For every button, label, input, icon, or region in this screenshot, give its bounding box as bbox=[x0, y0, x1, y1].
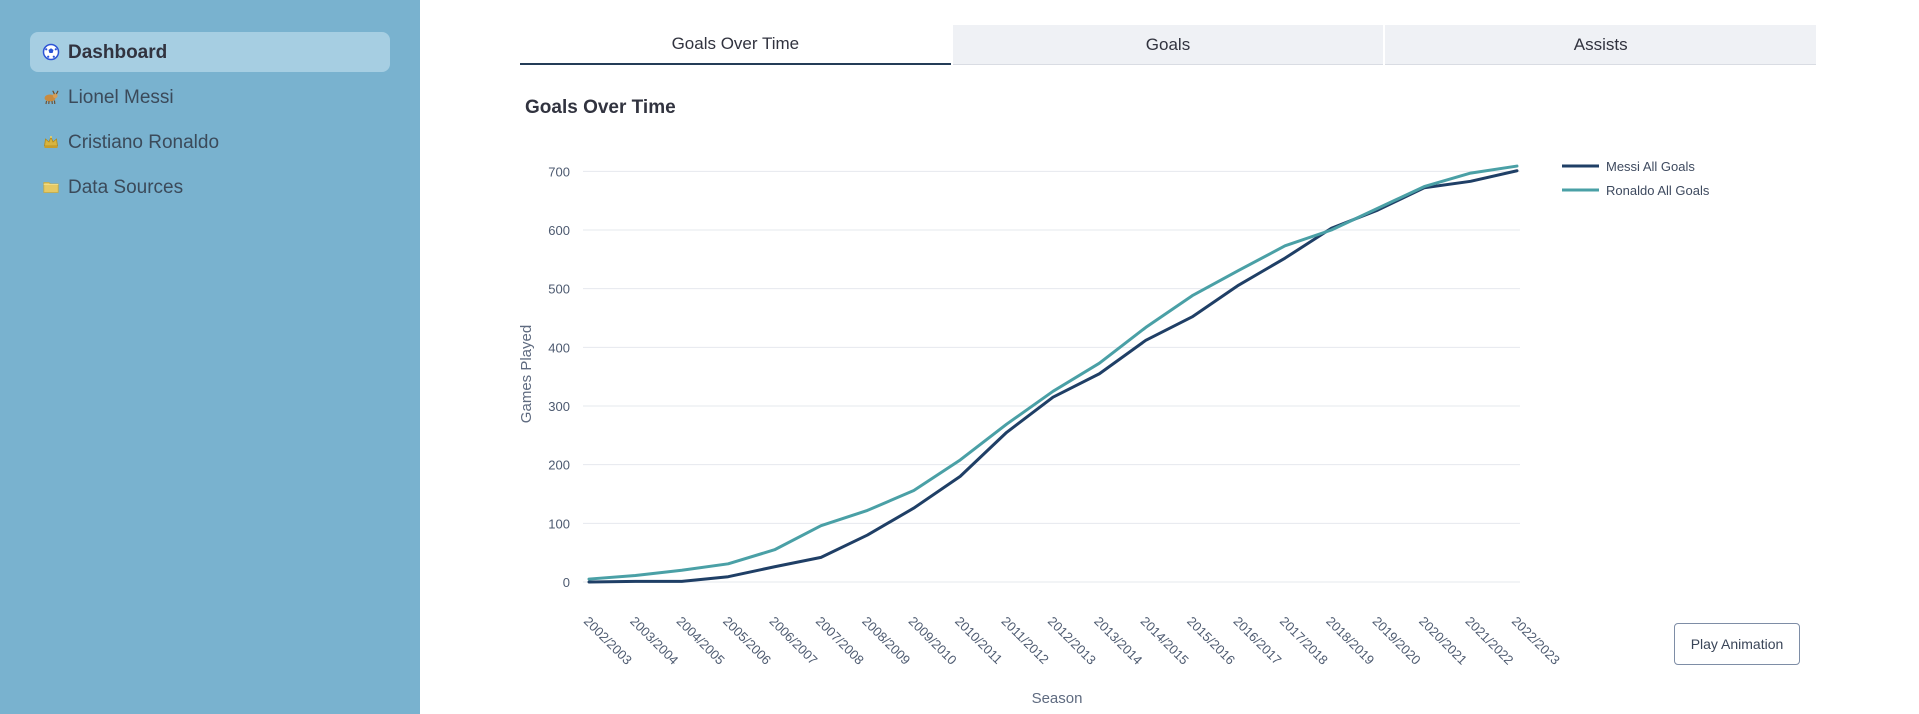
tab-goals-over-time[interactable]: Goals Over Time bbox=[520, 25, 951, 65]
tab-label: Goals Over Time bbox=[671, 34, 800, 53]
x-tick-label: 2005/2006 bbox=[720, 614, 774, 668]
tab-goals[interactable]: Goals bbox=[952, 25, 1384, 65]
x-tick-label: 2015/2016 bbox=[1184, 614, 1238, 668]
sidebar-item-label: Dashboard bbox=[68, 41, 168, 63]
sidebar-nav: Dashboard Lionel Messi bbox=[30, 32, 390, 212]
legend-label: Ronaldo All Goals bbox=[1606, 183, 1710, 198]
tab-assists[interactable]: Assists bbox=[1385, 25, 1817, 65]
x-tick-label: 2006/2007 bbox=[766, 614, 820, 668]
x-tick-label: 2009/2010 bbox=[906, 614, 960, 668]
x-tick-label: 2002/2003 bbox=[581, 614, 635, 668]
x-tick-label: 2013/2014 bbox=[1091, 614, 1145, 668]
x-tick-label: 2008/2009 bbox=[859, 614, 913, 668]
x-tick-label: 2016/2017 bbox=[1230, 614, 1284, 668]
sidebar-item-cristiano-ronaldo[interactable]: Cristiano Ronaldo bbox=[30, 122, 390, 162]
y-tick-label: 300 bbox=[548, 399, 570, 414]
x-tick-label: 2011/2012 bbox=[998, 614, 1051, 667]
x-tick-label: 2004/2005 bbox=[674, 614, 728, 668]
x-tick-label: 2007/2008 bbox=[813, 614, 867, 668]
soccer-ball-icon bbox=[42, 43, 60, 61]
y-axis-title: Games Played bbox=[518, 325, 535, 423]
x-tick-label: 2018/2019 bbox=[1323, 614, 1377, 668]
ronaldo-series-line bbox=[587, 164, 1519, 581]
series-lines bbox=[587, 164, 1519, 584]
y-tick-label: 0 bbox=[563, 575, 570, 590]
x-tick-label: 2022/2023 bbox=[1509, 614, 1563, 668]
folder-icon bbox=[42, 178, 60, 196]
grid-lines bbox=[583, 170, 1520, 583]
x-tick-label: 2003/2004 bbox=[627, 614, 681, 668]
x-axis-title: Season bbox=[1032, 690, 1083, 707]
y-tick-label: 700 bbox=[548, 164, 570, 179]
x-tick-label: 2019/2020 bbox=[1370, 614, 1424, 668]
line-chart-svg: 0 100 200 300 400 500 600 700 2002/20032003/2004… bbox=[518, 159, 1710, 707]
tab-label: Assists bbox=[1573, 34, 1628, 54]
legend-label: Messi All Goals bbox=[1606, 159, 1695, 174]
sidebar-item-label: Lionel Messi bbox=[68, 86, 174, 108]
goat-icon bbox=[42, 88, 60, 106]
x-tick-label: 2017/2018 bbox=[1277, 614, 1331, 668]
x-tick-label: 2012/2013 bbox=[1045, 614, 1099, 668]
x-tick-label: 2010/2011 bbox=[952, 614, 1005, 667]
y-tick-label: 200 bbox=[548, 458, 570, 473]
messi-series-line bbox=[587, 169, 1519, 584]
chart-title: Goals Over Time bbox=[525, 97, 676, 118]
x-tick-label: 2014/2015 bbox=[1138, 614, 1192, 668]
sidebar-item-dashboard[interactable]: Dashboard bbox=[30, 32, 390, 72]
y-tick-label: 600 bbox=[548, 223, 570, 238]
tab-bar: Goals Over Time Goals Assists bbox=[520, 25, 1817, 65]
y-tick-label: 500 bbox=[548, 282, 570, 297]
main-content: Goals Over Time Goals Assists Goals Over… bbox=[420, 0, 1919, 714]
sidebar: Dashboard Lionel Messi bbox=[0, 0, 420, 714]
sidebar-item-label: Cristiano Ronaldo bbox=[68, 131, 220, 153]
x-tick-label: 2020/2021 bbox=[1416, 614, 1470, 668]
y-tick-label: 400 bbox=[548, 340, 570, 355]
axis-labels: 0 100 200 300 400 500 600 700 2002/20032003/2004… bbox=[518, 164, 1563, 707]
x-tick-label: 2021/2022 bbox=[1462, 614, 1516, 668]
sidebar-item-lionel-messi[interactable]: Lionel Messi bbox=[30, 77, 390, 117]
chart-legend: Messi All Goals Ronaldo All Goals bbox=[1562, 159, 1710, 198]
play-animation-button[interactable]: Play Animation bbox=[1674, 623, 1800, 665]
sidebar-item-data-sources[interactable]: Data Sources bbox=[30, 167, 390, 207]
sidebar-item-label: Data Sources bbox=[68, 176, 184, 198]
goals-over-time-chart: 0 100 200 300 400 500 600 700 2002/2003 2003/2004… bbox=[517, 128, 1827, 714]
crown-icon bbox=[42, 133, 60, 151]
tab-label: Goals bbox=[1145, 34, 1191, 54]
y-tick-label: 100 bbox=[548, 516, 570, 531]
